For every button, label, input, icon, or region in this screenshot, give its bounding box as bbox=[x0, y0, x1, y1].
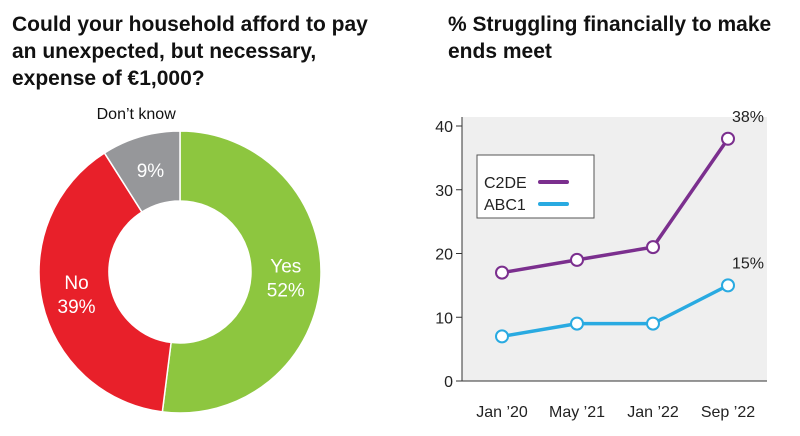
series-line-abc1 bbox=[501, 283, 729, 339]
point-abc1-3 bbox=[646, 316, 660, 331]
series-group: 38% 15% bbox=[495, 109, 764, 344]
donut-chart: Yes 52% No 39% 9% Don’t know bbox=[38, 106, 322, 414]
donut-slice-don-t-know bbox=[103, 130, 181, 214]
point-abc1-1 bbox=[495, 329, 509, 344]
y-tick-label-0: 0 bbox=[444, 374, 453, 391]
slice-outer-label-don-t-know: Don’t know bbox=[97, 106, 177, 123]
series-line-c2de bbox=[501, 137, 730, 275]
slice-label-no: No bbox=[64, 273, 88, 294]
y-tick-label-10: 10 bbox=[435, 310, 453, 327]
y-tick-label-20: 20 bbox=[435, 247, 453, 264]
x-tick-label-1: Jan ’20 bbox=[476, 404, 528, 421]
slice-value-no: 39% bbox=[58, 297, 96, 318]
point-c2de-2 bbox=[570, 252, 584, 267]
end-label-c2de: 38% bbox=[732, 109, 764, 126]
point-c2de-3 bbox=[646, 240, 660, 255]
legend-label-abc1: ABC1 bbox=[484, 197, 526, 214]
donut-slice-no bbox=[38, 151, 172, 413]
y-tick-label-40: 40 bbox=[435, 119, 453, 136]
end-label-abc1: 15% bbox=[732, 255, 764, 272]
legend-label-c2de: C2DE bbox=[484, 175, 527, 192]
x-tick-label-3: Jan ’22 bbox=[627, 404, 679, 421]
x-tick-labels: Jan ’20 May ’21 Jan ’22 Sep ’22 bbox=[476, 404, 755, 421]
point-c2de-1 bbox=[495, 265, 509, 280]
slice-label-yes: Yes bbox=[270, 257, 301, 278]
slice-value-don-t-know: 9% bbox=[137, 161, 165, 182]
point-abc1-4 bbox=[721, 278, 735, 293]
donut-slice-yes bbox=[161, 130, 322, 414]
point-c2de-4 bbox=[721, 131, 735, 146]
slice-value-yes: 52% bbox=[267, 281, 305, 302]
legend-box bbox=[476, 154, 595, 219]
x-tick-label-4: Sep ’22 bbox=[701, 404, 755, 421]
line-chart: 0 10 20 30 40 Jan ’20 May ’21 Jan ’22 Sep ’22 3… bbox=[435, 109, 767, 421]
line-chart-title: % Struggling financially to make ends me… bbox=[448, 13, 772, 63]
y-tick-label-30: 30 bbox=[435, 183, 453, 200]
donut-chart-title: Could your household afford to pay an un… bbox=[12, 13, 368, 90]
y-tick-labels: 0 10 20 30 40 bbox=[435, 119, 462, 391]
legend: C2DE ABC1 bbox=[476, 154, 595, 219]
point-abc1-2 bbox=[570, 316, 584, 331]
x-tick-label-2: May ’21 bbox=[549, 404, 605, 421]
